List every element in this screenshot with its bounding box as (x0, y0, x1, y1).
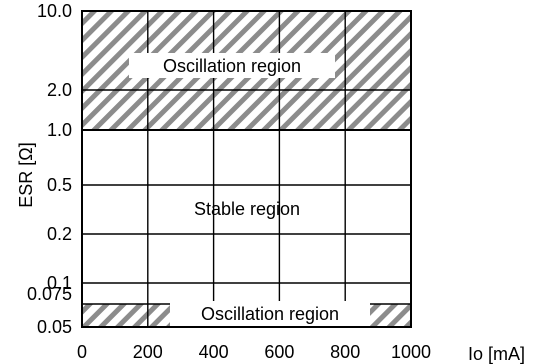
y-tick-label: 0.05 (37, 317, 72, 337)
y-tick-label: 0.2 (47, 224, 72, 244)
region-label-background (170, 301, 370, 326)
x-tick-label: 1000 (391, 342, 431, 362)
region-label: Oscillation region (163, 56, 301, 76)
x-axis-title: Io [mA] (468, 344, 525, 364)
plot-frame (81, 10, 412, 328)
y-tick-label: 0.075 (27, 284, 72, 304)
x-tick-label: 800 (330, 342, 360, 362)
x-tick-label: 600 (264, 342, 294, 362)
region-label: Oscillation region (201, 304, 339, 324)
x-tick-label: 400 (199, 342, 229, 362)
labels-layer: Oscillation region Stable region Oscillati… (129, 53, 370, 326)
y-tick-label: 0.5 (47, 175, 72, 195)
region-stable-1 (82, 130, 411, 304)
y-tick-label: 1.0 (47, 120, 72, 140)
region-label-background (129, 53, 335, 78)
y-tick-label: 2.0 (47, 80, 72, 100)
y-axis-title: ESR [Ω] (16, 142, 36, 207)
y-tick-label: 0.1 (47, 273, 72, 293)
x-tick-label: 0 (77, 342, 87, 362)
x-tick-label: 200 (133, 342, 163, 362)
region-label: Stable region (194, 199, 300, 219)
y-tick-label: 10.0 (37, 1, 72, 21)
regions-layer (82, 11, 411, 327)
